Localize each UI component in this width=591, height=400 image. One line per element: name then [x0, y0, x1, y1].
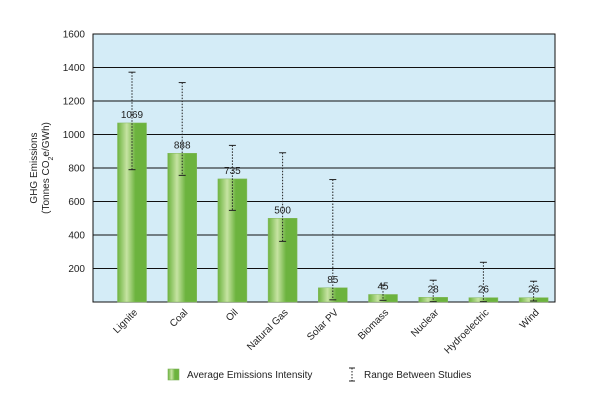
range-whisker [429, 279, 437, 303]
legend: Average Emissions Intensity Range Betwee… [167, 367, 471, 382]
bar-value-label: 1069 [121, 110, 144, 121]
bar-value-label: 85 [327, 275, 339, 286]
bar-value-label: 888 [174, 140, 191, 151]
range-markers [128, 71, 538, 303]
x-tick-label: Biomass [356, 307, 391, 342]
legend-range-label: Range Between Studies [364, 370, 471, 381]
bar-value-label: 500 [274, 205, 291, 216]
legend-bar-swatch [167, 368, 180, 381]
legend-bar-label: Average Emissions Intensity [187, 370, 312, 381]
bar-value-label: 45 [377, 281, 389, 292]
y-tick-label: 1600 [63, 30, 86, 41]
range-whisker [530, 280, 538, 302]
bar-value-label: 26 [528, 285, 540, 296]
bar-value-label: 26 [478, 285, 490, 296]
y-tick-label: 800 [68, 164, 85, 175]
x-axis-labels: Lignite Coal Oil Natural Gas Solar PV Biomass… [112, 307, 542, 357]
range-whisker [228, 144, 236, 211]
x-tick-label: Natural Gas [245, 307, 291, 353]
y-axis-title-line2: (Tonnes CO2e/GWh) [41, 122, 55, 214]
x-tick-label: Solar PV [305, 307, 341, 343]
bar [117, 122, 147, 303]
y-tick-label: 1000 [63, 130, 86, 141]
range-whisker [279, 152, 287, 242]
range-whisker [379, 284, 387, 301]
range-whisker [329, 179, 337, 301]
x-tick-label: Oil [224, 307, 240, 323]
y-axis-title-line1: GHG Emissions [29, 132, 40, 203]
legend-range-icon [349, 367, 355, 382]
x-tick-label: Nuclear [409, 307, 442, 340]
y-tick-label: 600 [68, 197, 85, 208]
range-whisker [128, 71, 136, 171]
y-tick-label: 200 [68, 264, 85, 275]
y-axis-ticks: 1600 1400 1200 1000 800 600 400 200 [63, 30, 86, 276]
value-labels: 1069 888 735 500 85 45 28 26 26 [121, 110, 540, 296]
x-tick-label: Lignite [112, 307, 141, 336]
range-whisker [178, 82, 186, 176]
y-tick-label: 400 [68, 231, 85, 242]
bar [167, 153, 197, 303]
range-whisker [479, 261, 487, 303]
x-tick-label: Wind [518, 307, 542, 331]
y-tick-label: 1400 [63, 63, 86, 74]
x-tick-label: Coal [168, 307, 190, 329]
y-tick-label: 1200 [63, 97, 86, 108]
bar-value-label: 735 [224, 166, 241, 177]
y-axis-title: GHG Emissions (Tonnes CO2e/GWh) [29, 122, 55, 214]
bar-value-label: 28 [428, 284, 440, 295]
x-tick-label: Hydroelectric [442, 307, 491, 356]
